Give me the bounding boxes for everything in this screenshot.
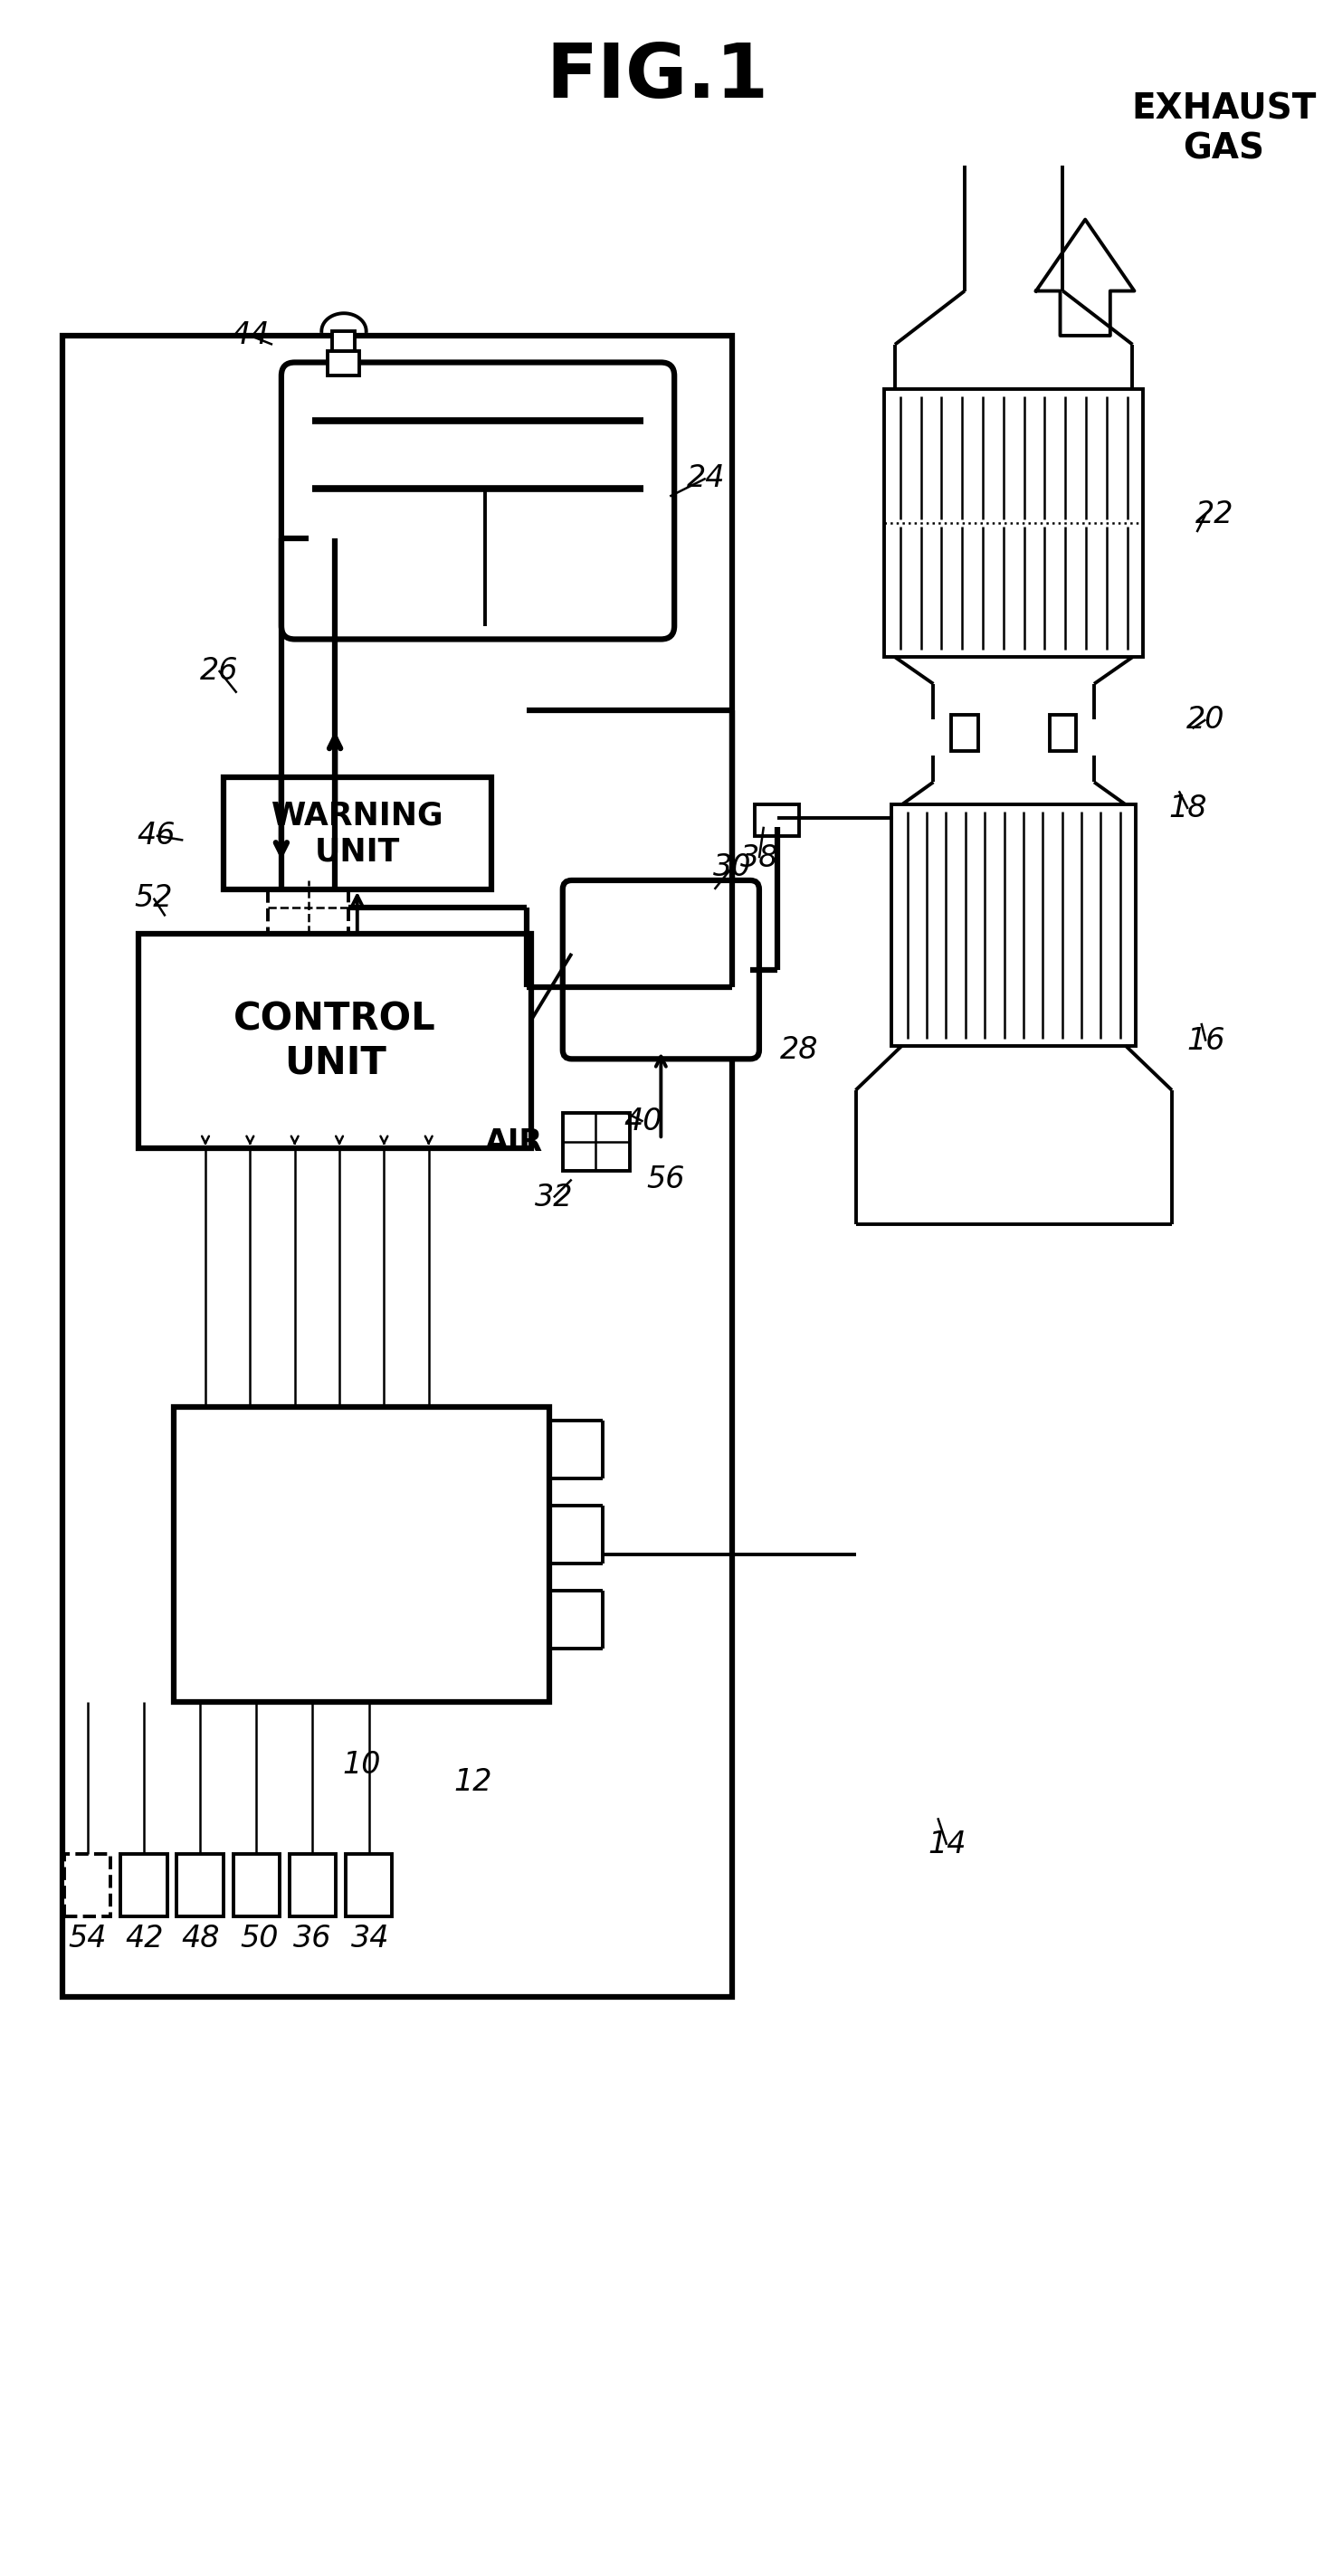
Text: WARNING
UNIT: WARNING UNIT xyxy=(271,801,444,868)
Text: 34: 34 xyxy=(352,1924,389,1953)
Text: EXHAUST
GAS: EXHAUST GAS xyxy=(1132,93,1316,165)
Bar xyxy=(563,1113,629,1170)
Bar xyxy=(120,1855,167,1917)
Text: 44: 44 xyxy=(231,319,269,350)
Text: 46: 46 xyxy=(137,822,176,850)
Text: 56: 56 xyxy=(647,1164,685,1195)
Bar xyxy=(233,1855,280,1917)
Text: 40: 40 xyxy=(624,1108,663,1136)
Bar xyxy=(754,804,800,835)
Bar xyxy=(892,804,1136,1046)
Bar xyxy=(224,778,492,889)
Bar xyxy=(345,1855,392,1917)
Text: 50: 50 xyxy=(240,1924,279,1953)
FancyBboxPatch shape xyxy=(563,881,760,1059)
Text: AIR: AIR xyxy=(485,1128,543,1157)
Bar xyxy=(268,881,348,935)
Bar xyxy=(332,332,355,350)
Text: 28: 28 xyxy=(780,1036,818,1064)
Text: 22: 22 xyxy=(1196,500,1234,528)
Bar xyxy=(64,1855,111,1917)
Text: FIG.1: FIG.1 xyxy=(547,41,769,113)
Text: 42: 42 xyxy=(125,1924,164,1953)
Text: 52: 52 xyxy=(135,884,173,912)
Bar xyxy=(952,716,978,750)
Text: 26: 26 xyxy=(200,654,239,685)
Bar xyxy=(1049,716,1076,750)
Text: 54: 54 xyxy=(68,1924,107,1953)
Text: 14: 14 xyxy=(928,1829,966,1860)
Text: 32: 32 xyxy=(535,1182,573,1213)
Text: 24: 24 xyxy=(686,464,725,495)
Text: 48: 48 xyxy=(181,1924,220,1953)
Text: 10: 10 xyxy=(343,1749,381,1780)
Bar xyxy=(63,335,732,1996)
Bar xyxy=(177,1855,224,1917)
Bar xyxy=(289,1855,336,1917)
Text: 20: 20 xyxy=(1186,706,1225,734)
Polygon shape xyxy=(1036,291,1134,335)
FancyBboxPatch shape xyxy=(281,363,674,639)
Text: 12: 12 xyxy=(455,1767,493,1798)
Bar xyxy=(884,389,1144,657)
Text: CONTROL
UNIT: CONTROL UNIT xyxy=(233,999,436,1082)
Text: 16: 16 xyxy=(1186,1025,1225,1056)
Bar xyxy=(175,1406,549,1703)
Text: 38: 38 xyxy=(740,842,778,873)
Text: 36: 36 xyxy=(293,1924,332,1953)
Text: 18: 18 xyxy=(1169,793,1208,824)
Bar xyxy=(139,935,532,1149)
Text: 30: 30 xyxy=(713,853,752,881)
Bar xyxy=(328,350,359,376)
